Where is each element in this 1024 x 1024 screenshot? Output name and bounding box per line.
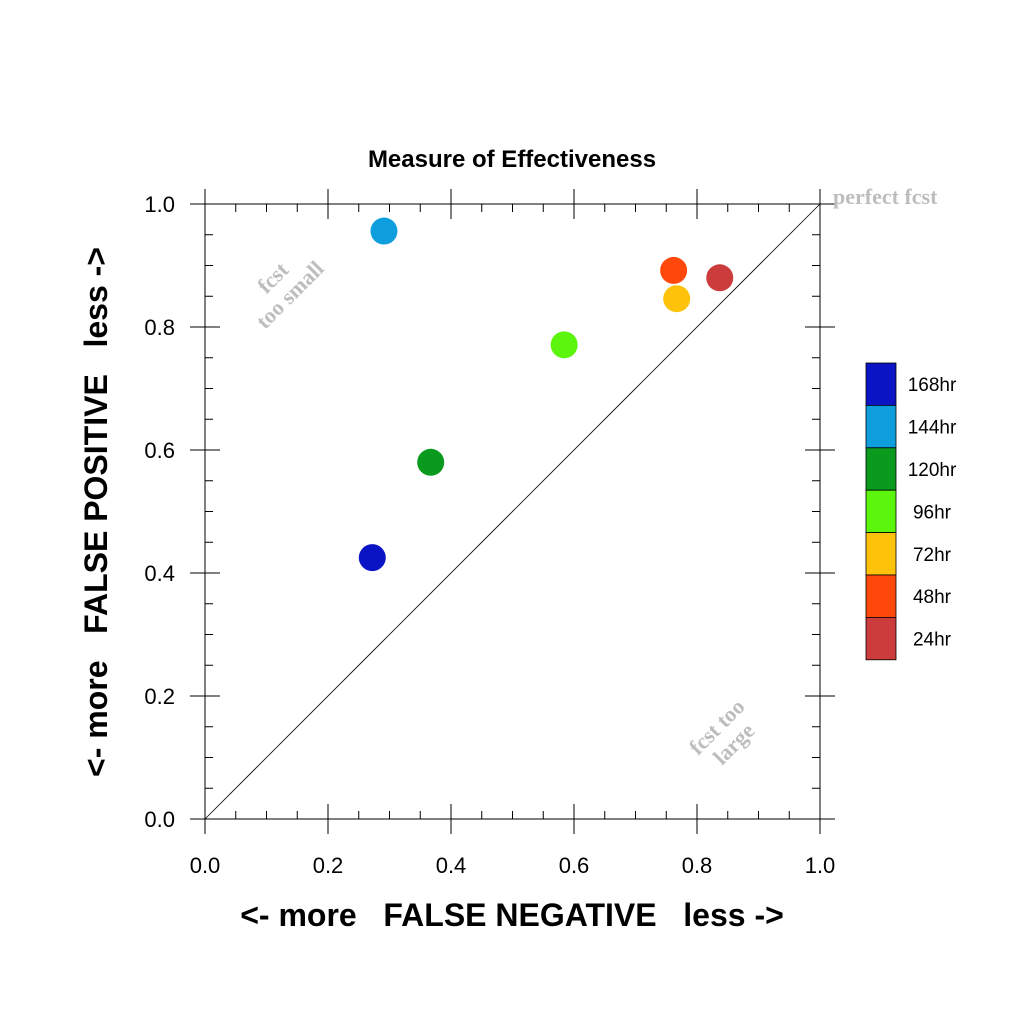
- x-axis-label: <- more FALSE NEGATIVE less ->: [240, 897, 784, 933]
- legend-label-96hr: 96hr: [913, 502, 952, 523]
- legend-label-168hr: 168hr: [908, 375, 957, 396]
- y-tick-label: 0.2: [144, 684, 175, 709]
- y-tick-label: 0.8: [144, 315, 175, 340]
- legend-label-48hr: 48hr: [913, 587, 952, 608]
- legend-swatch-48hr: [865, 574, 897, 618]
- y-tick-label: 0.0: [144, 807, 175, 832]
- tick-labels: 0.0 0.2 0.4 0.6 0.8 1.0 0.0 0.2 0.4 0.6 0.8 1.0: [144, 192, 835, 878]
- data-point-48hr: [660, 256, 688, 284]
- legend-swatch-72hr: [865, 532, 897, 576]
- too-large-annotation: fcst toolarge: [684, 694, 767, 777]
- data-point-24hr: [706, 264, 734, 292]
- data-point-96hr: [550, 331, 578, 359]
- legend-label-144hr: 144hr: [908, 418, 957, 439]
- y-tick-label: 1.0: [144, 192, 175, 217]
- data-point-120hr: [417, 448, 445, 476]
- too-small-annotation-line: too small: [251, 256, 329, 334]
- legend-label-72hr: 72hr: [913, 545, 952, 566]
- x-tick-label: 0.0: [190, 853, 221, 878]
- legend-label-120hr: 120hr: [908, 460, 957, 481]
- legend: 168hr 144hr 120hr 96hr 72hr 48hr 24hr: [865, 362, 957, 661]
- x-tick-label: 1.0: [805, 853, 836, 878]
- x-tick-label: 0.4: [436, 853, 467, 878]
- x-tick-label: 0.8: [682, 853, 713, 878]
- legend-swatch-120hr: [865, 447, 897, 491]
- y-tick-label: 0.6: [144, 438, 175, 463]
- data-point-72hr: [663, 285, 691, 313]
- y-axis-label: <- more FALSE POSITIVE less ->: [78, 247, 114, 777]
- legend-swatch-24hr: [865, 617, 897, 661]
- legend-label-24hr: 24hr: [913, 630, 952, 651]
- x-tick-label: 0.6: [559, 853, 590, 878]
- y-tick-label: 0.4: [144, 561, 175, 586]
- too-small-annotation: fcsttoo small: [234, 239, 329, 334]
- perfect-forecast-annotation: perfect fcst: [833, 184, 938, 209]
- chart-title: Measure of Effectiveness: [368, 146, 656, 173]
- legend-swatch-168hr: [865, 362, 897, 406]
- perfect-forecast-diagonal: [204, 203, 821, 820]
- annotations: perfect fcst fcsttoo small fcst toolarge: [234, 184, 938, 777]
- x-tick-label: 0.2: [313, 853, 344, 878]
- legend-swatch-96hr: [865, 489, 897, 534]
- legend-swatch-144hr: [865, 404, 897, 449]
- data-point-144hr: [370, 217, 398, 245]
- data-points: [358, 217, 734, 572]
- axis-ticks: [190, 189, 835, 834]
- data-point-168hr: [358, 544, 386, 572]
